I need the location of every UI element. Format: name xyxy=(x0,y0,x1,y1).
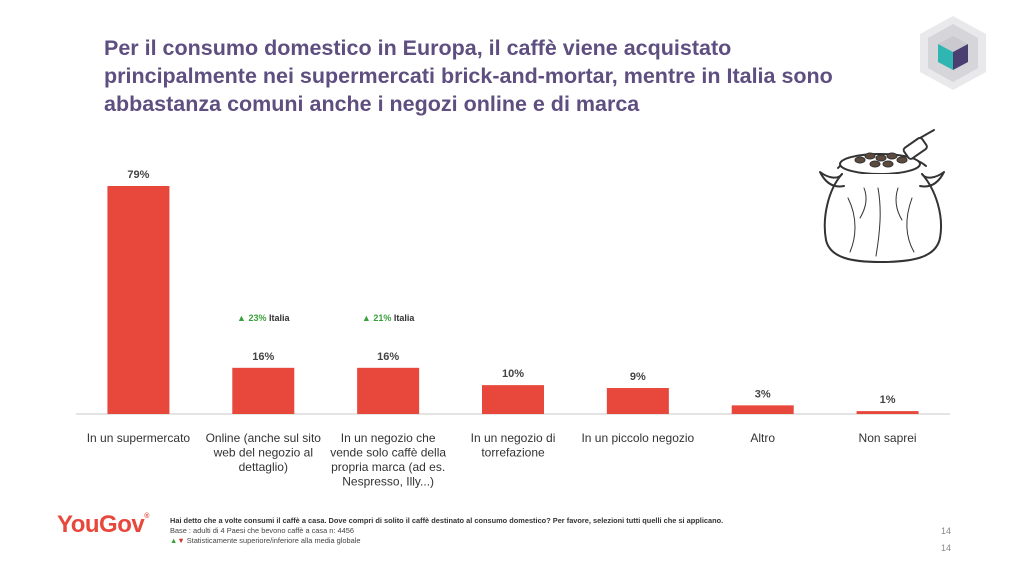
page-number: 14 xyxy=(941,543,952,553)
base-text: Base : adulti di 4 Paesi che bevono caff… xyxy=(170,525,354,535)
data-label: 9% xyxy=(630,371,646,383)
category-label: Nespresso, Illy...) xyxy=(342,475,434,489)
annotation-value: 21% xyxy=(373,313,394,323)
data-label: 16% xyxy=(377,351,399,363)
up-triangle-icon: ▲ xyxy=(237,313,248,323)
significance-annotation: ▲ 21% Italia xyxy=(362,313,415,323)
bar xyxy=(357,367,420,414)
coffee-sack-icon xyxy=(819,129,945,263)
page-number: 14 xyxy=(941,526,952,536)
cube-logo-icon xyxy=(920,16,986,90)
category-label: dettaglio) xyxy=(239,460,288,474)
title-line: abbastanza comuni anche i negozi online … xyxy=(104,92,640,116)
category-label: Altro xyxy=(750,431,775,445)
annotation-label: Italia xyxy=(394,313,416,323)
category-label: web del negozio al xyxy=(213,446,313,460)
data-label: 3% xyxy=(755,388,771,400)
annotation-label: Italia xyxy=(269,313,291,323)
bar xyxy=(606,388,669,414)
down-triangle-icon: ▼ xyxy=(177,535,185,545)
legend-text: Statisticamente superiore/inferiore alla… xyxy=(186,535,361,545)
registered-mark: ® xyxy=(144,513,149,520)
bar xyxy=(107,186,170,414)
category-label: In un negozio che xyxy=(341,431,436,445)
bar xyxy=(856,411,919,414)
bar xyxy=(232,367,295,414)
title-line: Per il consumo domestico in Europa, il c… xyxy=(104,36,732,60)
category-label: In un piccolo negozio xyxy=(581,431,694,445)
yougov-logo: YouGov® xyxy=(57,511,149,539)
question-text: Hai detto che a volte consumi il caffè a… xyxy=(170,516,724,525)
slide-title: Per il consumo domestico in Europa, il c… xyxy=(104,34,924,118)
category-label: propria marca (ad es. xyxy=(331,460,445,474)
data-label: 79% xyxy=(127,169,149,181)
data-label: 1% xyxy=(880,394,896,406)
title-line: principalmente nei supermercati brick-an… xyxy=(104,64,833,88)
category-label: vende solo caffè della xyxy=(330,446,446,460)
up-triangle-icon: ▲ xyxy=(170,535,178,545)
data-label: 16% xyxy=(252,351,274,363)
footnotes: Hai detto che a volte consumi il caffè a… xyxy=(170,516,810,545)
annotation-value: 23% xyxy=(248,313,269,323)
bar xyxy=(731,405,794,414)
significance-annotation: ▲ 23% Italia xyxy=(237,313,290,323)
significance-legend: ▲▼ Statisticamente superiore/inferiore a… xyxy=(170,536,810,546)
category-label: Non saprei xyxy=(859,431,917,445)
bar xyxy=(482,385,544,414)
brand-name: YouGov xyxy=(57,511,145,538)
data-label: 10% xyxy=(502,368,524,380)
category-label: Online (anche sul sito xyxy=(206,431,322,445)
category-label: In un supermercato xyxy=(87,431,191,445)
up-triangle-icon: ▲ xyxy=(362,313,373,323)
category-label: In un negozio di xyxy=(471,431,556,445)
category-label: torrefazione xyxy=(481,446,545,460)
